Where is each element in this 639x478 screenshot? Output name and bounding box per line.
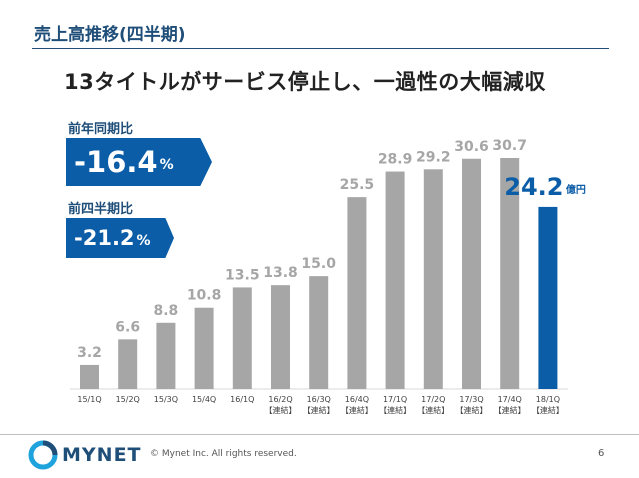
x-tick-note: 【連結】 <box>494 405 526 415</box>
bar-value-label: 24.2 <box>504 173 563 201</box>
x-tick-label: 17/1Q <box>383 395 407 404</box>
bar-15/4Q <box>194 307 214 389</box>
bar-value-label: 15.0 <box>301 256 336 272</box>
x-tick-label: 17/2Q <box>421 395 445 404</box>
highlight-unit-label: 億円 <box>566 183 586 196</box>
x-tick-label: 16/2Q <box>268 395 292 404</box>
bar-16/2Q <box>271 285 290 389</box>
x-tick-label: 15/4Q <box>192 395 216 404</box>
bar-17/4Q <box>500 158 520 389</box>
bar-17/3Q <box>462 158 481 389</box>
yoy-badge: -16.4 % <box>66 138 212 186</box>
copyright: © Mynet Inc. All rights reserved. <box>150 449 297 459</box>
x-tick-label: 15/2Q <box>116 395 140 404</box>
bar-17/2Q <box>423 169 443 389</box>
qoq-unit: % <box>136 233 151 249</box>
page-number: 6 <box>598 448 605 459</box>
footer-divider <box>0 434 639 435</box>
bar-15/2Q <box>118 339 138 389</box>
yoy-label: 前年同期比 <box>68 122 134 137</box>
qoq-label: 前四半期比 <box>68 202 134 217</box>
x-tick-note: 【連結】 <box>303 405 335 415</box>
yoy-unit: % <box>159 157 174 173</box>
revenue-bar-chart: 3.2 15/1Q 6.6 15/2Q 8.8 15/3Q 10.8 15/4Q 13.5 16/… <box>70 138 586 415</box>
bar-value-label: 30.7 <box>492 138 527 154</box>
bar-17/1Q <box>385 171 405 389</box>
bar-value-label: 28.9 <box>378 152 413 168</box>
bar-value-label: 25.5 <box>340 177 375 193</box>
logo-text: MYNET <box>62 444 142 466</box>
bar-value-label: 10.8 <box>187 288 222 304</box>
slide-title: 売上高推移(四半期) <box>34 25 186 45</box>
headline: 13タイトルがサービス停止し、一過性の大幅減収 <box>64 70 546 94</box>
title-divider <box>32 48 609 49</box>
mynet-logo-icon <box>28 440 58 470</box>
bar-value-label: 13.8 <box>263 265 298 281</box>
bar-15/1Q <box>80 364 99 389</box>
x-tick-label: 17/4Q <box>498 395 522 404</box>
bar-value-label: 13.5 <box>225 267 260 283</box>
qoq-badge: -21.2 % <box>66 218 174 258</box>
yoy-value: -16.4 <box>74 145 158 179</box>
x-tick-note: 【連結】 <box>379 405 411 415</box>
x-tick-label: 17/3Q <box>459 395 483 404</box>
x-tick-note: 【連結】 <box>532 405 564 415</box>
x-tick-label: 16/3Q <box>307 395 331 404</box>
bar-value-label: 29.2 <box>416 149 451 165</box>
bar-15/3Q <box>156 322 176 389</box>
x-tick-note: 【連結】 <box>456 405 488 415</box>
x-tick-note: 【連結】 <box>265 405 297 415</box>
x-tick-label: 16/4Q <box>345 395 369 404</box>
x-tick-note: 【連結】 <box>341 405 373 415</box>
qoq-value: -21.2 <box>74 226 135 250</box>
bar-16/3Q <box>309 276 329 389</box>
x-tick-label: 15/1Q <box>77 395 101 404</box>
bar-value-label: 8.8 <box>153 303 178 319</box>
x-tick-note: 【連結】 <box>417 405 449 415</box>
x-tick-label: 15/3Q <box>154 395 178 404</box>
x-tick-label: 18/1Q <box>536 395 560 404</box>
bar-value-label: 30.6 <box>454 139 489 155</box>
bar-16/1Q <box>232 287 252 389</box>
bar-value-label: 3.2 <box>77 345 102 361</box>
bar-value-label: 6.6 <box>115 319 140 335</box>
bar-18/1Q <box>538 206 558 389</box>
x-tick-label: 16/1Q <box>230 395 254 404</box>
bar-16/4Q <box>347 197 367 389</box>
